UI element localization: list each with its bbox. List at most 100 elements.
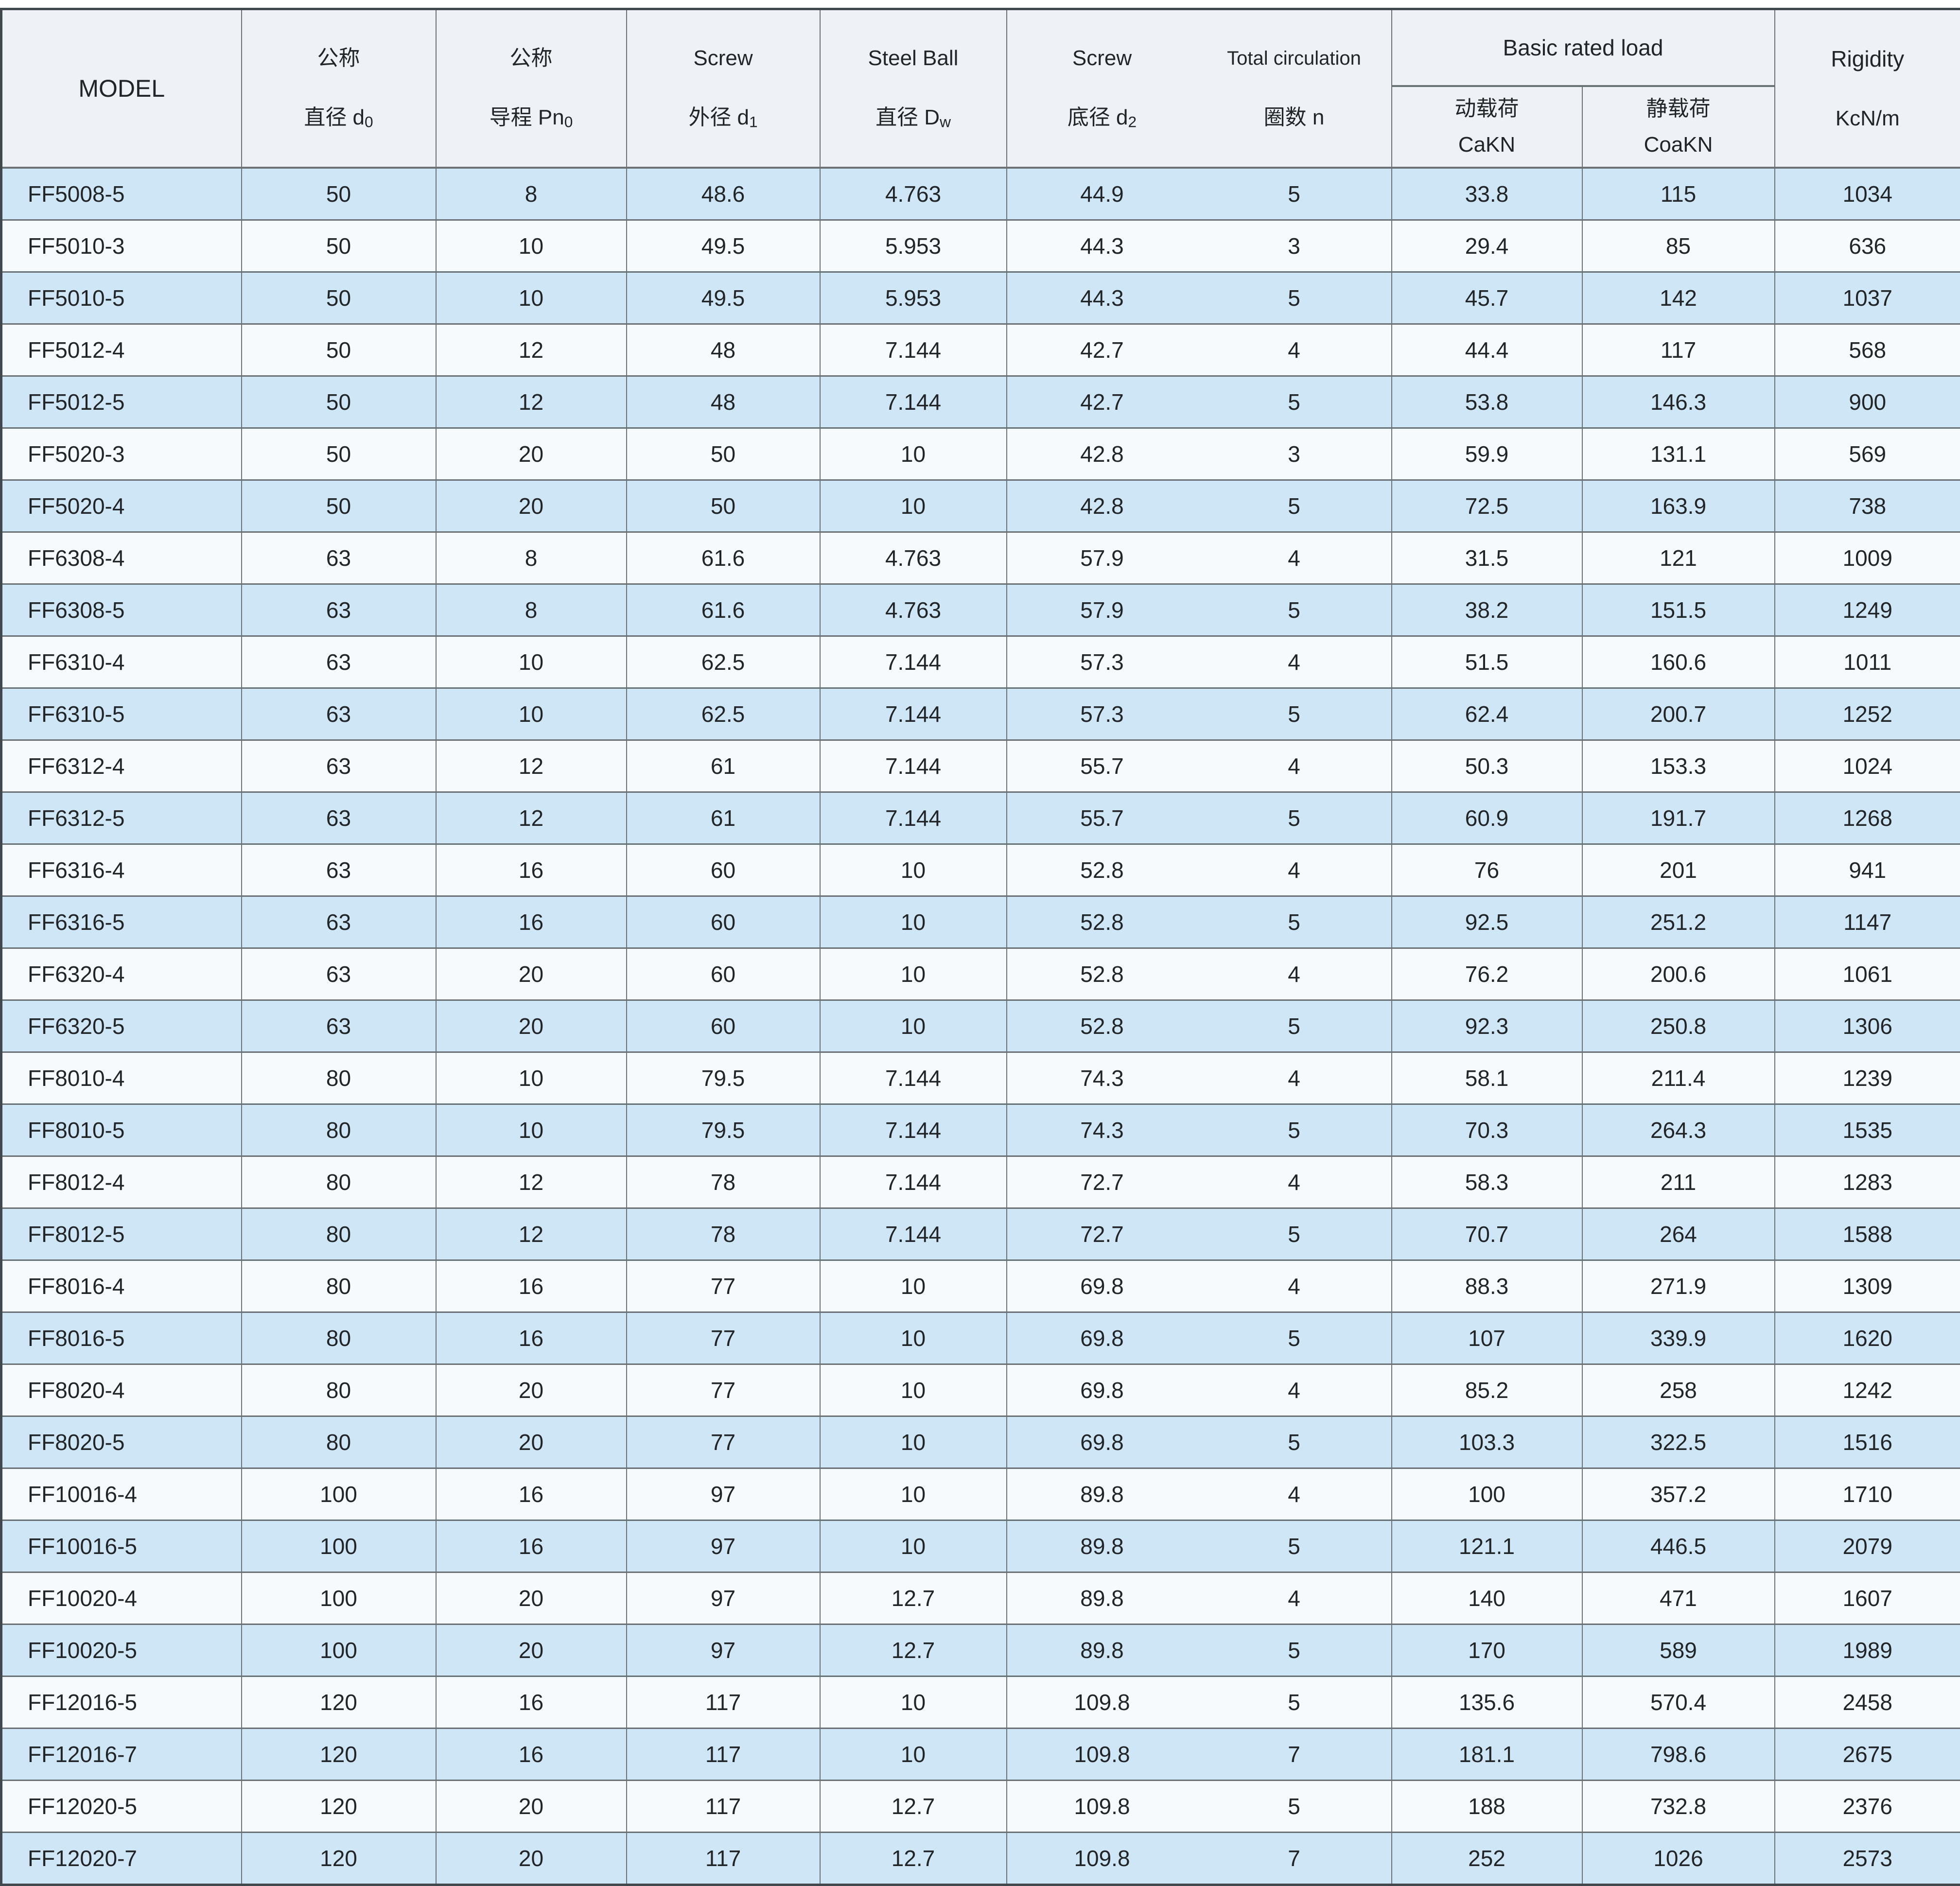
value-cell: 121.1 [1392, 1520, 1582, 1572]
value-cell: 44.4 [1392, 324, 1582, 376]
value-cell: 188 [1392, 1781, 1582, 1833]
value-cell: 16 [436, 896, 627, 948]
value-cell: 42.7 [1007, 376, 1197, 428]
value-cell: 3 [1197, 220, 1392, 272]
value-cell: 10 [820, 1729, 1007, 1781]
value-cell: 109.8 [1007, 1676, 1197, 1729]
value-cell: 12.7 [820, 1781, 1007, 1833]
value-cell: 798.6 [1582, 1729, 1775, 1781]
value-cell: 12 [436, 376, 627, 428]
value-cell: 20 [436, 948, 627, 1000]
value-cell: 42.8 [1007, 428, 1197, 480]
value-cell: 1009 [1775, 532, 1960, 584]
value-cell: 5.953 [820, 272, 1007, 324]
value-cell: 1535 [1775, 1104, 1960, 1156]
value-cell: 1034 [1775, 168, 1960, 220]
value-cell: 63 [242, 792, 436, 844]
value-cell: 5 [1197, 480, 1392, 532]
value-cell: 12 [436, 792, 627, 844]
model-cell: FF6316-5 [1, 896, 242, 948]
value-cell: 50 [242, 272, 436, 324]
value-cell: 4 [1197, 1052, 1392, 1104]
value-cell: 4 [1197, 948, 1392, 1000]
value-cell: 7.144 [820, 636, 1007, 688]
value-cell: 61 [627, 740, 820, 792]
value-cell: 88.3 [1392, 1260, 1582, 1312]
value-cell: 92.3 [1392, 1000, 1582, 1052]
value-cell: 20 [436, 1781, 627, 1833]
value-cell: 636 [1775, 220, 1960, 272]
value-cell: 63 [242, 740, 436, 792]
value-cell: 4 [1197, 1364, 1392, 1416]
value-cell: 89.8 [1007, 1520, 1197, 1572]
value-cell: 70.7 [1392, 1208, 1582, 1260]
model-cell: FF6312-4 [1, 740, 242, 792]
value-cell: 1249 [1775, 584, 1960, 636]
value-cell: 63 [242, 584, 436, 636]
value-cell: 900 [1775, 376, 1960, 428]
value-cell: 80 [242, 1208, 436, 1260]
value-cell: 732.8 [1582, 1781, 1775, 1833]
value-cell: 140 [1392, 1572, 1582, 1624]
value-cell: 589 [1582, 1624, 1775, 1676]
model-cell: FF5012-4 [1, 324, 242, 376]
value-cell: 69.8 [1007, 1416, 1197, 1468]
value-cell: 3 [1197, 428, 1392, 480]
value-cell: 5 [1197, 168, 1392, 220]
value-cell: 357.2 [1582, 1468, 1775, 1520]
value-cell: 1011 [1775, 636, 1960, 688]
value-cell: 7.144 [820, 1156, 1007, 1208]
value-cell: 103.3 [1392, 1416, 1582, 1468]
value-cell: 100 [242, 1624, 436, 1676]
value-cell: 8 [436, 532, 627, 584]
value-cell: 59.9 [1392, 428, 1582, 480]
model-cell: FF5010-5 [1, 272, 242, 324]
value-cell: 471 [1582, 1572, 1775, 1624]
value-cell: 10 [436, 1052, 627, 1104]
value-cell: 7.144 [820, 376, 1007, 428]
value-cell: 80 [242, 1104, 436, 1156]
value-cell: 10 [820, 1676, 1007, 1729]
value-cell: 16 [436, 1676, 627, 1729]
value-cell: 20 [436, 1572, 627, 1624]
value-cell: 74.3 [1007, 1052, 1197, 1104]
value-cell: 57.3 [1007, 688, 1197, 740]
value-cell: 10 [820, 480, 1007, 532]
value-cell: 5 [1197, 1624, 1392, 1676]
value-cell: 20 [436, 480, 627, 532]
value-cell: 12.7 [820, 1624, 1007, 1676]
value-cell: 50.3 [1392, 740, 1582, 792]
model-cell: FF6310-4 [1, 636, 242, 688]
value-cell: 4 [1197, 740, 1392, 792]
value-cell: 12 [436, 1208, 627, 1260]
value-cell: 77 [627, 1312, 820, 1364]
value-cell: 1607 [1775, 1572, 1960, 1624]
col-header-nominal-lead: 公称 导程 Pn0 [436, 9, 627, 168]
value-cell: 97 [627, 1520, 820, 1572]
value-cell: 569 [1775, 428, 1960, 480]
value-cell: 201 [1582, 844, 1775, 896]
value-cell: 211 [1582, 1156, 1775, 1208]
value-cell: 50 [242, 324, 436, 376]
value-cell: 1026 [1582, 1833, 1775, 1885]
model-cell: FF10020-4 [1, 1572, 242, 1624]
value-cell: 7.144 [820, 324, 1007, 376]
value-cell: 20 [436, 1364, 627, 1416]
model-cell: FF8016-5 [1, 1312, 242, 1364]
value-cell: 69.8 [1007, 1364, 1197, 1416]
col-header-nominal-diameter: 公称 直径 d0 [242, 9, 436, 168]
value-cell: 738 [1775, 480, 1960, 532]
model-cell: FF6312-5 [1, 792, 242, 844]
value-cell: 57.3 [1007, 636, 1197, 688]
table-header: MODEL 公称 直径 d0 公称 导程 Pn0 Screw [1, 9, 1960, 168]
model-cell: FF12016-5 [1, 1676, 242, 1729]
value-cell: 5 [1197, 1676, 1392, 1729]
